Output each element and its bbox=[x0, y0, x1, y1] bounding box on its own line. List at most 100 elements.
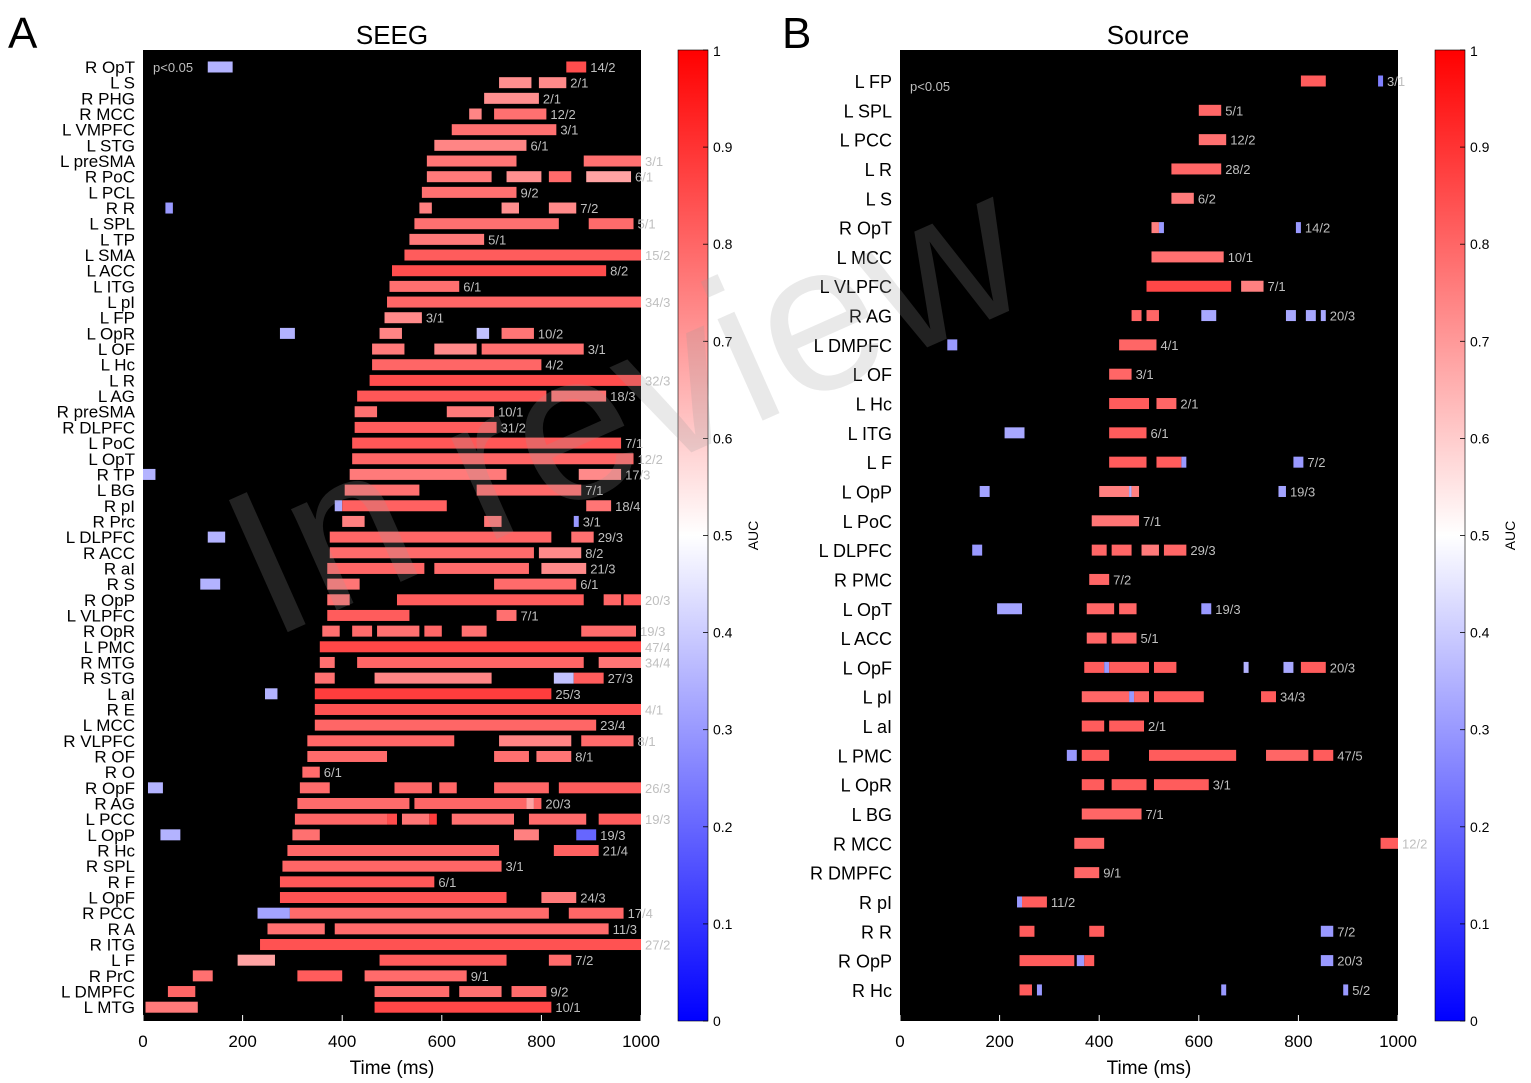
auc-interval-bar bbox=[287, 845, 500, 856]
count-label: 6/2 bbox=[1198, 191, 1216, 206]
region-label: R OpP bbox=[84, 591, 135, 610]
auc-interval-bar bbox=[1163, 544, 1187, 556]
region-row: R PCC 17/4 bbox=[82, 904, 653, 923]
count-label: 20/3 bbox=[1330, 660, 1355, 675]
count-label: 27/3 bbox=[608, 671, 633, 686]
auc-interval-bar bbox=[342, 515, 365, 527]
count-label: 7/2 bbox=[1113, 572, 1131, 587]
region-label: R ACC bbox=[83, 544, 135, 563]
auc-interval-bar bbox=[586, 171, 632, 183]
region-row: R S 6/1 bbox=[107, 575, 599, 594]
region-row: L OpP 19/3 bbox=[842, 482, 1316, 502]
region-label: L OpT bbox=[843, 600, 892, 620]
auc-interval-bar bbox=[392, 265, 607, 277]
auc-interval-bar bbox=[1111, 632, 1137, 644]
count-label: 7/1 bbox=[521, 608, 539, 623]
region-label: L BG bbox=[97, 481, 135, 500]
auc-interval-bar bbox=[1141, 544, 1159, 556]
auc-interval-bar bbox=[167, 986, 196, 998]
auc-interval-bar bbox=[319, 656, 335, 668]
region-row: L preSMA 3/1 bbox=[60, 152, 663, 171]
region-label: L MCC bbox=[83, 716, 135, 735]
region-label: L PCC bbox=[86, 810, 135, 829]
colorbar-tick-label: 0.7 bbox=[1470, 333, 1490, 349]
count-label: 21/4 bbox=[603, 844, 628, 859]
region-row: R ACC 8/2 bbox=[83, 544, 603, 563]
count-label: 12/2 bbox=[1230, 133, 1255, 148]
auc-interval-bar bbox=[526, 797, 534, 809]
region-row: L SPL 5/1 bbox=[844, 101, 1244, 121]
count-label: 4/2 bbox=[545, 358, 563, 373]
auc-interval-bar bbox=[1149, 749, 1237, 761]
auc-interval-bar bbox=[1300, 661, 1326, 673]
count-label: 6/1 bbox=[438, 875, 456, 890]
auc-interval-bar bbox=[396, 594, 584, 606]
region-row: R Prc 3/1 bbox=[93, 512, 601, 531]
region-label: L OpR bbox=[86, 324, 135, 343]
region-label: R R bbox=[106, 199, 135, 218]
colorbar-tick-label: 1 bbox=[1470, 43, 1478, 59]
auc-interval-bar bbox=[200, 578, 221, 590]
auc-interval-bar bbox=[414, 797, 527, 809]
auc-interval-bar bbox=[1084, 955, 1095, 967]
auc-interval-bar bbox=[1109, 456, 1147, 468]
auc-interval-bar bbox=[1241, 280, 1264, 292]
region-label: R PMC bbox=[834, 570, 892, 590]
auc-interval-bar bbox=[372, 359, 542, 371]
panel-letter: A bbox=[8, 9, 38, 58]
auc-interval-bar bbox=[573, 672, 604, 684]
count-label: 5/1 bbox=[488, 232, 506, 247]
region-label: L F bbox=[111, 951, 135, 970]
auc-interval-bar bbox=[327, 578, 360, 590]
auc-interval-bar bbox=[568, 907, 624, 919]
region-row: L OpP 19/3 bbox=[87, 826, 625, 845]
region-label: L OF bbox=[853, 365, 892, 385]
region-label: R OpF bbox=[85, 779, 135, 798]
region-row: R OF 8/1 bbox=[94, 747, 593, 766]
region-label: R MCC bbox=[833, 834, 892, 854]
auc-interval-bar bbox=[1081, 691, 1130, 703]
count-label: 19/3 bbox=[640, 624, 665, 639]
count-label: 19/3 bbox=[1290, 484, 1315, 499]
auc-interval-bar bbox=[499, 77, 532, 89]
auc-interval-bar bbox=[314, 719, 597, 731]
auc-interval-bar bbox=[576, 829, 597, 841]
auc-interval-bar bbox=[494, 782, 549, 794]
count-label: 6/1 bbox=[580, 577, 598, 592]
auc-interval-bar bbox=[1343, 984, 1349, 996]
count-label: 47/5 bbox=[1337, 748, 1362, 763]
count-label: 25/3 bbox=[555, 687, 580, 702]
auc-interval-bar bbox=[329, 547, 534, 559]
colorbar-tick-label: 0.3 bbox=[713, 722, 733, 738]
region-row: L TP 5/1 bbox=[100, 230, 506, 249]
region-row: L DMPFC 4/1 bbox=[814, 336, 1179, 356]
auc-interval-bar bbox=[377, 625, 420, 637]
auc-interval-bar bbox=[1111, 779, 1147, 791]
region-row: R F 6/1 bbox=[108, 873, 457, 892]
auc-interval-bar bbox=[279, 892, 507, 904]
auc-interval-bar bbox=[1201, 603, 1212, 615]
auc-interval-bar bbox=[364, 970, 467, 982]
auc-interval-bar bbox=[349, 468, 507, 480]
region-label: L PoC bbox=[88, 434, 135, 453]
auc-interval-bar bbox=[1198, 134, 1227, 146]
auc-interval-bar bbox=[1153, 661, 1177, 673]
count-label: 7/1 bbox=[585, 483, 603, 498]
auc-interval-bar bbox=[548, 171, 572, 183]
auc-interval-bar bbox=[1129, 691, 1135, 703]
colorbar-tick-label: 0.9 bbox=[713, 139, 733, 155]
count-label: 14/2 bbox=[590, 60, 615, 75]
x-tick-label: 400 bbox=[1085, 1032, 1113, 1051]
auc-interval-bar bbox=[302, 766, 320, 778]
auc-interval-bar bbox=[421, 186, 517, 198]
count-label: 3/1 bbox=[1136, 367, 1154, 382]
region-row: L PCL 9/2 bbox=[88, 183, 538, 202]
region-label: R Hc bbox=[852, 981, 892, 1001]
count-label: 6/1 bbox=[530, 138, 548, 153]
region-label: L OpP bbox=[842, 482, 892, 502]
region-label: L MTG bbox=[84, 998, 135, 1017]
auc-interval-bar bbox=[379, 327, 402, 339]
auc-interval-bar bbox=[548, 202, 577, 214]
auc-interval-bar bbox=[1086, 603, 1115, 615]
